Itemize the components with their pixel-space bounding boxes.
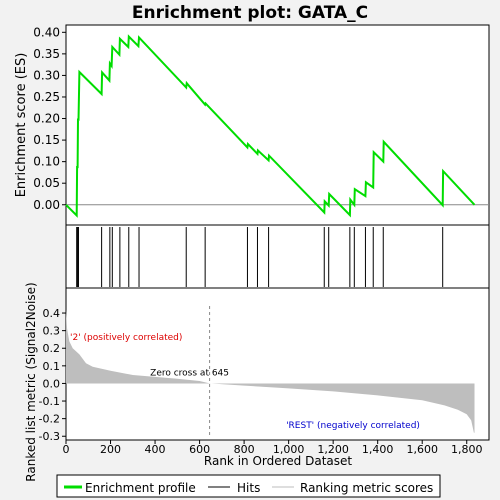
es-y-tick-label: 0.05 (33, 176, 60, 190)
metric-panel-frame (65, 287, 490, 441)
es-y-tick-label: 0.30 (33, 68, 60, 82)
metric-y-tick-label: 0.0 (43, 377, 61, 390)
x-axis-label: Rank in Ordered Dataset (204, 454, 352, 468)
metric-y-tick-label: 0.2 (43, 342, 61, 355)
metric-y-tick-label: -0.1 (39, 395, 60, 408)
es-y-axis: 0.00 0.05 0.10 0.15 0.20 0.25 0.30 0.35 0.40 (33, 25, 66, 212)
es-y-tick-label: 0.40 (33, 25, 60, 39)
es-y-tick-label: 0.10 (33, 155, 60, 169)
legend-box (56, 474, 441, 498)
es-y-tick-label: 0.35 (33, 47, 60, 61)
metric-y-tick-label: -0.2 (39, 413, 60, 426)
x-tick-label: 1,600 (406, 443, 438, 456)
es-y-tick-label: 0.00 (33, 198, 60, 212)
positive-correlation-label: '2' (positively correlated) (70, 333, 182, 343)
negative-correlation-label: 'REST' (negatively correlated) (286, 421, 420, 431)
x-tick-label: 600 (189, 443, 210, 456)
x-tick-label: 0 (63, 443, 70, 456)
metric-y-tick-label: 0.1 (43, 360, 61, 373)
hits-panel-frame (65, 224, 490, 289)
x-tick-label: 800 (234, 443, 255, 456)
x-tick-label: 1,200 (317, 443, 349, 456)
legend: Enrichment profile Hits Ranking metric sco… (64, 481, 433, 495)
es-y-axis-label: Enrichment score (ES) (14, 53, 29, 198)
metric-y-axis: -0.3 -0.2 -0.1 0.0 0.1 0.2 0.3 0.4 (39, 307, 66, 443)
enrichment-profile-line (65, 34, 476, 218)
es-y-tick-label: 0.20 (33, 112, 60, 126)
legend-label: Ranking metric scores (300, 481, 433, 495)
metric-y-tick-label: 0.3 (43, 325, 61, 338)
zero-cross-label: Zero cross at 645 (150, 368, 229, 378)
chart-title: Enrichment plot: GATA_C (132, 3, 368, 23)
x-tick-label: 200 (100, 443, 121, 456)
metric-y-axis-label: Ranked list metric (Signal2Noise) (24, 282, 38, 481)
metric-y-tick-label: 0.4 (43, 307, 61, 320)
es-panel-frame (65, 24, 490, 226)
legend-label: Hits (237, 481, 260, 495)
hits-marks (76, 227, 444, 287)
es-y-tick-label: 0.15 (33, 133, 60, 147)
x-tick-label: 400 (145, 443, 166, 456)
x-axis: 0 200 400 600 800 1,000 1,200 1,400 1,600 1,800 (63, 440, 483, 456)
x-tick-label: 1,800 (451, 443, 483, 456)
x-tick-label: 1,400 (362, 443, 394, 456)
es-y-tick-label: 0.25 (33, 90, 60, 104)
legend-label: Enrichment profile (85, 481, 196, 495)
x-tick-label: 1,000 (273, 443, 305, 456)
metric-y-tick-label: -0.3 (39, 430, 60, 443)
